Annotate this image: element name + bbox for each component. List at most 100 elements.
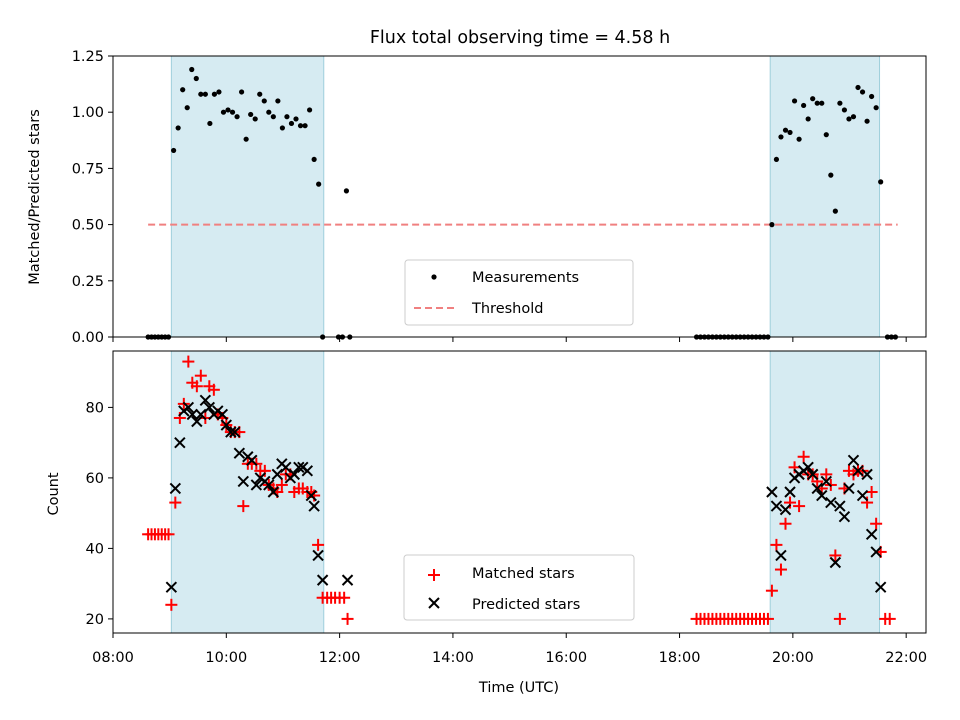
measurement-point (841, 107, 848, 113)
predicted-star-point (216, 408, 229, 421)
measurement-point (805, 116, 811, 122)
predicted-star-point (870, 546, 882, 558)
top-chart-title: Flux total observing time = 4.58 h (370, 28, 670, 48)
bottom-xtick-label: 20:00 (772, 650, 814, 666)
bottom-xtick-label: 18:00 (659, 650, 701, 666)
bottom-ytick-label: 60 (86, 471, 104, 487)
measurement-point (248, 111, 254, 118)
measurement-point (275, 98, 281, 104)
matched-star-point (829, 549, 842, 562)
predicted-star-point (229, 426, 241, 438)
top-ytick-label: 1.25 (72, 49, 104, 65)
measurement-point (193, 75, 199, 82)
matched-star-point (779, 517, 792, 530)
matched-star-point (194, 369, 207, 382)
measurement-point (343, 188, 350, 194)
predicted-star-point (220, 419, 233, 431)
predicted-star-point (811, 482, 823, 495)
predicted-star-point (784, 486, 796, 498)
measurements-points (145, 66, 899, 340)
predicted-star-point (775, 549, 787, 562)
top-ytick-label: 0.75 (72, 161, 104, 177)
bottom-ytick-label: 40 (86, 541, 104, 557)
measurement-point (297, 123, 304, 129)
predicted-star-point (820, 475, 832, 488)
matched-star-point (765, 584, 778, 597)
predicted-star-point (174, 436, 186, 449)
predicted-star-point (165, 581, 178, 593)
predicted-star-point (293, 461, 305, 474)
matched-star-point (338, 591, 351, 604)
measurement-point (225, 107, 231, 113)
measurement-point (810, 96, 816, 102)
top-ytick-label: 0.50 (72, 218, 104, 234)
bottom-panel: 20 40 60 80 08:00 10:00 12:00 14:00 16:00 18:00 2… (46, 350, 927, 696)
measurement-point (773, 156, 780, 163)
matched-star-point (793, 500, 806, 513)
matched-star-point (770, 538, 783, 551)
measurement-point (175, 125, 181, 131)
predicted-star-point (312, 549, 324, 562)
measurement-point (316, 181, 322, 187)
legend-predicted-marker (428, 597, 440, 609)
matched-star-point (237, 500, 250, 513)
predicted-star-point (316, 574, 329, 586)
top-ytick-label: 0.00 (72, 330, 104, 346)
measurement-point (270, 114, 276, 120)
bottom-axes-frame (112, 350, 927, 634)
top-legend: Measurements Threshold (404, 259, 634, 326)
predicted-star-point (182, 401, 195, 414)
bottom-xtick-label: 10:00 (205, 650, 247, 666)
matched-star-point (861, 496, 874, 509)
measurement-point (293, 116, 299, 122)
measurement-point (850, 114, 857, 120)
measurement-point (814, 100, 820, 106)
predicted-star-point (191, 415, 203, 428)
top-ytick-label: 0.25 (72, 274, 104, 290)
matched-star-point (312, 538, 325, 551)
predicted-star-point (246, 454, 258, 466)
predicted-star-point (271, 468, 284, 481)
measurement-point (791, 98, 798, 104)
predicted-star-point (843, 482, 855, 495)
matched-star-point (258, 464, 271, 477)
predicted-star-point (816, 489, 828, 502)
measurement-point (869, 93, 875, 100)
bottom-ytick-label: 80 (86, 400, 104, 416)
measurement-point (846, 116, 852, 122)
measurement-point (257, 91, 263, 97)
bottom-legend-box (403, 554, 635, 621)
measurement-point (782, 127, 789, 133)
measurement-point (180, 87, 186, 93)
matched-star-point (788, 461, 801, 474)
predicted-star-point (305, 489, 317, 502)
measurement-point (198, 91, 204, 97)
matched-star-point (774, 563, 787, 576)
legend-predicted-label: Predicted stars (472, 597, 580, 613)
measurement-point (243, 136, 249, 142)
matched-star-point (865, 486, 878, 498)
predicted-star-point (195, 408, 207, 421)
matched-star-point (207, 383, 220, 396)
predicted-star-point (779, 503, 792, 516)
matched-star-point (162, 528, 175, 541)
predicted-star-point (225, 426, 237, 438)
measurement-point (261, 98, 267, 104)
predicted-star-point (806, 468, 819, 481)
legend-measurements-label: Measurements (472, 270, 579, 286)
bottom-xtick-label: 14:00 (432, 650, 474, 666)
predicted-star-point (847, 454, 860, 466)
measurement-point (778, 134, 784, 140)
top-x-ticks (112, 337, 907, 342)
predicted-star-point (169, 482, 182, 495)
predicted-star-point (263, 479, 275, 491)
top-shaded-spans (170, 55, 881, 338)
measurement-point (252, 116, 258, 122)
measurement-point (819, 100, 825, 106)
top-panel: Flux total observing time = 4.58 h 0.00 0… (27, 28, 927, 346)
count-points (142, 355, 896, 625)
top-y-ticks: 0.00 0.25 0.50 0.75 1.00 1.25 (72, 49, 113, 346)
predicted-star-point (770, 500, 783, 512)
measurement-point (864, 118, 870, 124)
